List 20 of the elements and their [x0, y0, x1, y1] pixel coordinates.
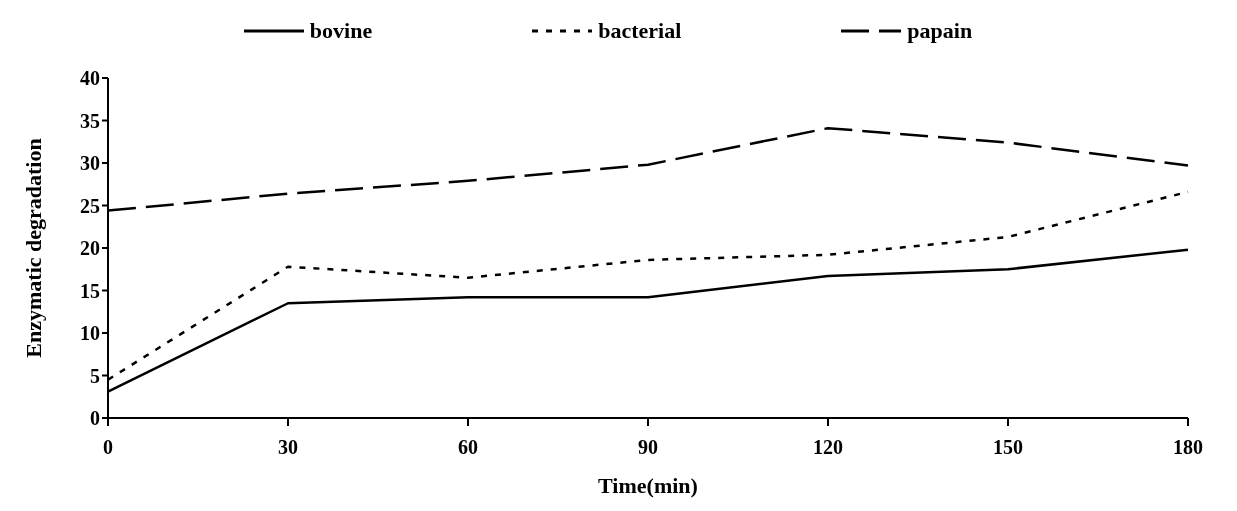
legend-label: bovine	[309, 18, 373, 44]
x-axis-title: Time(min)	[598, 473, 698, 498]
x-tick-label: 120	[813, 436, 843, 459]
y-axis-title: Enzymatic degradation	[20, 138, 46, 358]
y-tick-label: 0	[90, 407, 100, 430]
y-tick-label: 40	[80, 67, 100, 90]
y-tick-label: 15	[80, 279, 100, 302]
legend-label: bacterial	[598, 18, 682, 44]
x-tick-label: 30	[278, 436, 298, 459]
y-tick-label: 10	[80, 322, 100, 345]
y-tick-label: 30	[80, 152, 100, 175]
x-tick-label: 90	[638, 436, 658, 459]
legend-label: papain	[907, 18, 973, 44]
y-tick-label: 35	[80, 109, 100, 132]
x-tick-label: 180	[1173, 436, 1203, 459]
y-tick-label: 20	[80, 237, 100, 260]
y-tick-label: 5	[90, 364, 100, 387]
x-tick-label: 60	[458, 436, 478, 459]
x-tick-label: 150	[993, 436, 1023, 459]
y-tick-label: 25	[80, 194, 100, 217]
